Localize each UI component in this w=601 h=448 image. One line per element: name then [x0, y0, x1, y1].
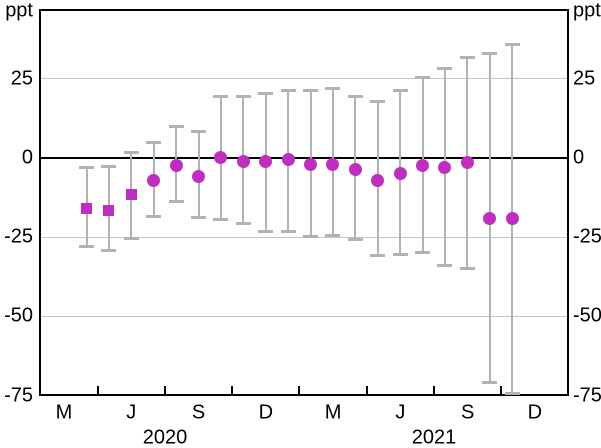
- data-point-square: [103, 204, 115, 216]
- error-bar-cap-top: [437, 66, 453, 70]
- y-axis-unit-label-left: ppt: [5, 0, 33, 22]
- x-year-label: 2020: [142, 426, 188, 448]
- data-point-square: [125, 188, 137, 200]
- data-point-circle: [169, 159, 183, 173]
- error-bar-cap-top: [370, 99, 386, 103]
- error-bar-cap-top: [258, 91, 274, 95]
- x-month-label: M: [324, 401, 342, 424]
- x-axis-tick: [298, 386, 301, 394]
- y-tick-label-right: -75: [573, 384, 601, 406]
- error-bar-cap-top: [347, 95, 363, 99]
- error-bar-cap-bottom: [258, 230, 274, 234]
- x-month-label: S: [460, 401, 475, 424]
- data-point-circle: [304, 157, 317, 171]
- x-month-label: M: [55, 401, 73, 424]
- error-bar-cap-bottom: [392, 252, 408, 256]
- data-point-circle: [281, 153, 295, 166]
- x-axis-tick: [432, 386, 435, 394]
- gridline--50: [41, 315, 567, 317]
- x-axis-tick: [163, 386, 166, 394]
- error-bar-cap-top: [191, 130, 206, 133]
- error-bar-cap-bottom: [459, 266, 475, 270]
- error-bar-cap-top: [168, 125, 184, 129]
- data-point-circle: [192, 170, 205, 184]
- data-point-circle: [460, 156, 474, 170]
- error-bar-cap-top: [415, 76, 430, 80]
- error-bar-cap-bottom: [504, 391, 520, 395]
- error-bar-cap-bottom: [168, 200, 184, 204]
- y-tick-label-left: -75: [4, 384, 33, 406]
- error-bar-cap-top: [325, 87, 341, 91]
- data-point-circle: [505, 211, 519, 225]
- x-month-label: J: [395, 401, 406, 424]
- plot-area: [39, 9, 569, 396]
- x-month-label: S: [191, 401, 206, 424]
- y-tick-label-right: -50: [573, 304, 601, 327]
- error-bar-cap-top: [280, 88, 296, 92]
- data-point-square: [81, 203, 92, 215]
- x-month-label: J: [126, 401, 137, 424]
- data-point-circle: [393, 167, 407, 181]
- x-axis-tick: [365, 386, 368, 394]
- error-bar-cap-bottom: [303, 235, 318, 239]
- error-bar-cap-top: [482, 52, 498, 56]
- error-bar-cap-top: [303, 88, 318, 92]
- x-month-label: D: [258, 401, 274, 424]
- data-point-circle: [147, 173, 161, 187]
- error-bar-cap-bottom: [437, 263, 453, 267]
- error-bar-cap-top: [101, 164, 117, 168]
- data-point-circle: [438, 160, 452, 174]
- y-tick-label-right: 0: [573, 146, 585, 169]
- error-bar-cap-bottom: [79, 244, 94, 248]
- data-point-circle: [259, 154, 273, 168]
- data-point-circle: [348, 162, 362, 176]
- error-bar-cap-bottom: [101, 249, 117, 253]
- y-tick-label-left: -25: [4, 225, 33, 248]
- error-bar-cap-bottom: [213, 217, 229, 221]
- y-axis-unit-label-right: ppt: [573, 0, 601, 22]
- error-bar-cap-top: [459, 55, 475, 59]
- error-bar-cap-bottom: [370, 254, 386, 258]
- x-axis-tick: [96, 386, 99, 394]
- y-tick-label-left: 0: [21, 146, 33, 169]
- error-bar-cap-top: [213, 95, 229, 99]
- error-bar-cap-top: [504, 42, 520, 46]
- error-bar-cap-bottom: [347, 238, 363, 242]
- error-bar-cap-top: [123, 150, 139, 154]
- data-point-circle: [236, 154, 250, 168]
- error-bar-cap-top: [235, 95, 251, 99]
- error-bar-cap-bottom: [280, 230, 296, 234]
- error-bar-cap-bottom: [482, 380, 498, 384]
- x-axis-tick: [231, 386, 234, 394]
- x-month-label: D: [527, 401, 543, 424]
- data-point-circle: [416, 159, 429, 173]
- error-bar-cap-bottom: [191, 216, 206, 220]
- data-point-circle: [371, 173, 385, 187]
- error-bar-cap-bottom: [325, 233, 341, 237]
- error-bar-cap-bottom: [415, 250, 430, 254]
- y-tick-label-left: -50: [4, 304, 33, 327]
- gridline-25: [41, 78, 567, 80]
- error-bar-cap-bottom: [123, 236, 139, 240]
- y-tick-label-right: 25: [573, 67, 596, 90]
- error-bar-cap-top: [79, 166, 94, 170]
- data-point-circle: [483, 211, 497, 225]
- zero-line: [41, 156, 567, 159]
- y-tick-label-right: -25: [573, 225, 601, 248]
- error-bar-cap-top: [392, 88, 408, 92]
- data-point-circle: [326, 157, 340, 171]
- error-bar-cap-top: [146, 141, 162, 145]
- x-year-label: 2021: [411, 426, 457, 448]
- y-tick-label-left: 25: [10, 67, 33, 90]
- data-point-circle: [214, 151, 228, 165]
- error-bar-cap-bottom: [235, 222, 251, 226]
- error-bar-cap-bottom: [146, 214, 162, 218]
- x-axis-tick: [500, 386, 503, 394]
